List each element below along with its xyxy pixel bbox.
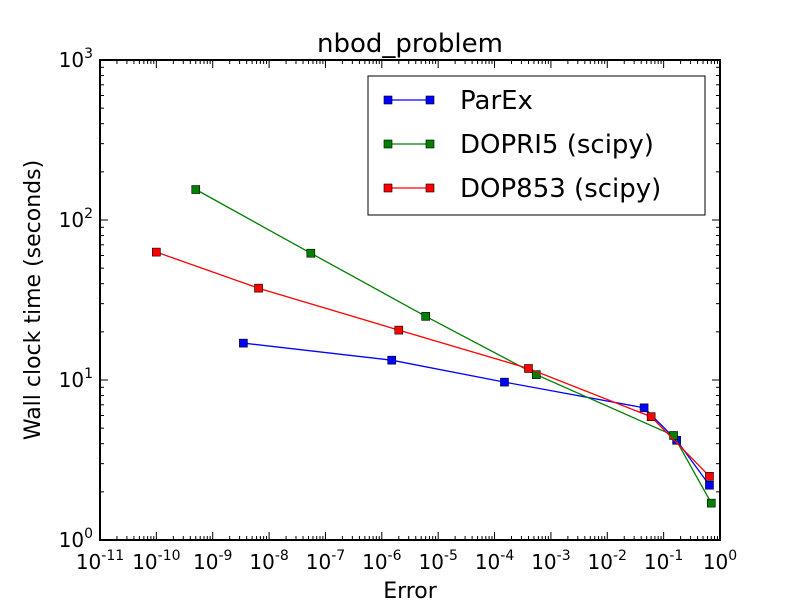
y-tick-label: 101 — [59, 366, 93, 392]
legend-marker — [425, 183, 435, 193]
x-tick-exponent: -11 — [101, 548, 124, 564]
legend-marker — [425, 95, 435, 105]
x-tick-label: 10-9 — [193, 548, 232, 574]
x-tick-label: 10-4 — [475, 548, 515, 574]
x-tick-label: 10-5 — [418, 548, 457, 574]
legend-item: DOP853 (scipy) — [383, 174, 661, 204]
data-point — [500, 377, 509, 387]
data-point — [639, 403, 649, 413]
data-point — [152, 247, 161, 257]
y-tick-exponent: 0 — [84, 526, 93, 542]
x-tick-label: 10-2 — [588, 548, 627, 574]
x-tick-label: 10-3 — [531, 548, 570, 574]
series-0 — [239, 338, 714, 490]
x-tick-label: 10-1 — [644, 548, 683, 574]
data-point — [705, 480, 714, 490]
legend-item: ParEx — [383, 86, 533, 116]
x-tick-exponent: -4 — [500, 548, 514, 564]
legend-label: DOP853 (scipy) — [460, 174, 661, 204]
y-tick-exponent: 3 — [84, 46, 93, 62]
x-tick-label: 10-8 — [249, 548, 288, 574]
x-tick-exponent: 0 — [728, 548, 737, 564]
data-point — [191, 185, 201, 194]
data-point — [524, 364, 533, 373]
series-2 — [152, 247, 714, 481]
data-point — [239, 338, 248, 348]
legend-marker — [425, 139, 435, 149]
x-tick-exponent: -3 — [557, 548, 571, 564]
y-tick-exponent: 1 — [84, 366, 93, 382]
series-line — [156, 251, 710, 477]
data-point — [254, 283, 263, 293]
data-point — [706, 498, 716, 508]
x-tick-exponent: -6 — [388, 548, 402, 564]
legend-box — [367, 75, 706, 216]
plot-frame — [99, 59, 721, 541]
x-tick-exponent: -7 — [331, 548, 345, 564]
y-tick-exponent: 2 — [84, 206, 93, 222]
x-tick-exponent: -10 — [158, 548, 181, 564]
y-tick-label: 100 — [59, 526, 93, 552]
series-line — [243, 342, 711, 486]
data-point — [421, 312, 430, 321]
x-tick-label: 100 — [703, 548, 737, 574]
x-tick-label: 10-10 — [132, 548, 180, 574]
y-tick-label: 103 — [59, 46, 93, 72]
chart-title: nbod_problem — [317, 29, 503, 59]
legend-marker — [383, 139, 393, 149]
data-point — [306, 248, 316, 258]
data-point — [531, 370, 541, 379]
data-point — [646, 412, 656, 421]
legend: ParEx DOPRI5 (scipy) DOP853 (scipy) — [367, 75, 706, 216]
legend-item: DOPRI5 (scipy) — [383, 130, 654, 160]
data-point — [705, 472, 714, 481]
x-tick-exponent: -2 — [613, 548, 627, 564]
y-tick-label: 102 — [59, 206, 93, 232]
x-tick-exponent: -1 — [669, 548, 683, 564]
x-tick-exponent: -8 — [275, 548, 289, 564]
x-axis-label: Error — [383, 579, 438, 600]
data-point — [669, 431, 678, 440]
x-tick-exponent: -5 — [444, 548, 458, 564]
legend-marker — [383, 183, 393, 193]
data-point — [394, 325, 404, 335]
data-point — [387, 355, 397, 365]
x-tick-label: 10-7 — [306, 548, 345, 574]
legend-label: ParEx — [460, 86, 533, 116]
y-axis-label: Wall clock time (seconds) — [21, 160, 46, 440]
x-tick-exponent: -9 — [218, 548, 232, 564]
legend-label: DOPRI5 (scipy) — [460, 130, 654, 160]
legend-marker — [383, 95, 393, 105]
x-tick-label: 10-6 — [362, 548, 402, 574]
